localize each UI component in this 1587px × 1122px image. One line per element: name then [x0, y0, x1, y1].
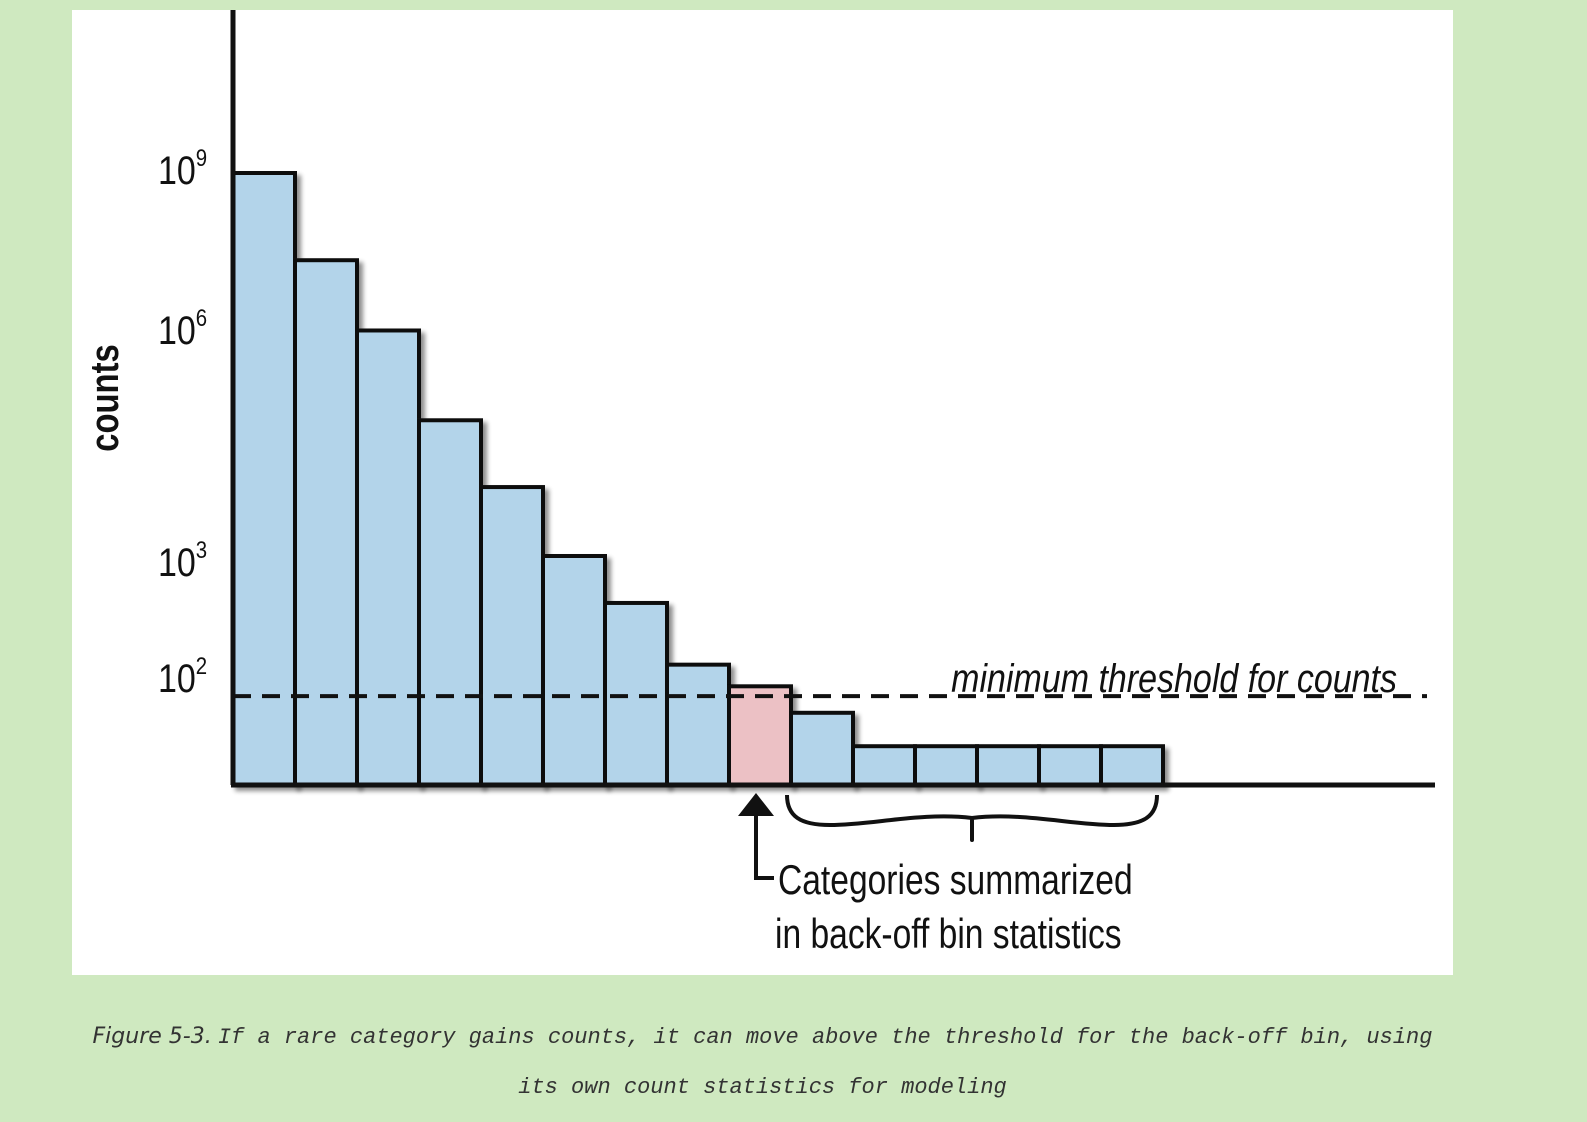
bar: [1099, 744, 1165, 787]
bar-highlighted: [727, 684, 793, 788]
svg-text:102: 102: [158, 652, 207, 700]
figure-number: Figure 5-3.: [92, 1024, 212, 1049]
y-tick-label: 109: [158, 144, 207, 192]
annotation-line-2: in back-off bin statistics: [775, 912, 1122, 958]
figure-caption: Figure 5-3. If a rare category gains cou…: [72, 1012, 1453, 1112]
curly-brace: [785, 794, 1159, 842]
svg-text:103: 103: [158, 536, 207, 584]
bar: [355, 328, 421, 787]
bar: [1037, 744, 1103, 787]
svg-text:106: 106: [158, 304, 207, 352]
y-tick-label: 106: [158, 304, 207, 352]
chart: minimum threshold for counts counts 109 …: [82, 10, 1435, 958]
pointer-arrow: [738, 793, 774, 880]
caption-text: If a rare category gains counts, it can …: [217, 1025, 1433, 1100]
arrow-shaft: [754, 814, 774, 880]
bar: [975, 744, 1041, 787]
bar: [479, 485, 545, 787]
bar: [541, 554, 607, 787]
bar: [417, 418, 483, 787]
figure-panel: minimum threshold for counts counts 109 …: [72, 10, 1453, 975]
arrow-head: [738, 793, 774, 816]
y-tick-label: 102: [158, 652, 207, 700]
svg-text:109: 109: [158, 144, 207, 192]
bar: [293, 258, 359, 787]
threshold-label: minimum threshold for counts: [951, 655, 1397, 700]
y-tick-label: 103: [158, 536, 207, 584]
bar: [665, 662, 731, 787]
bar: [231, 171, 297, 787]
axes: [230, 10, 1435, 788]
bar: [913, 744, 979, 787]
y-axis-label: counts: [82, 344, 127, 451]
bar: [851, 744, 917, 787]
annotation-line-1: Categories summarized: [778, 858, 1133, 904]
bar: [789, 710, 855, 788]
bar: [603, 600, 669, 787]
